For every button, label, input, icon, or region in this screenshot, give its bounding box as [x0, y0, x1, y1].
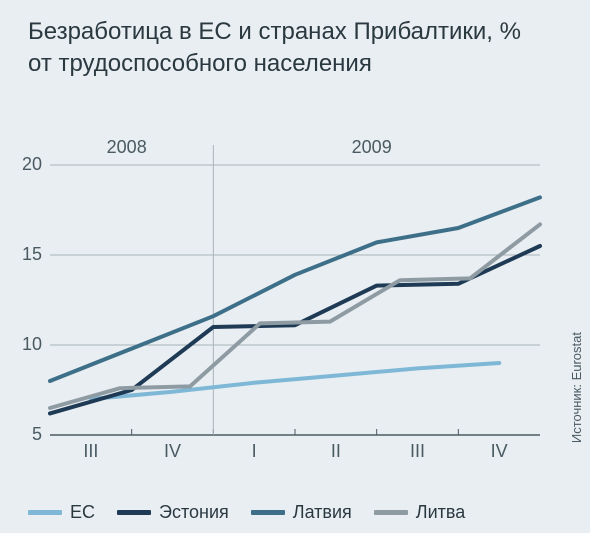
legend-item: Литва: [374, 502, 465, 523]
legend-item: Латвия: [251, 502, 352, 523]
x-tick: I: [224, 441, 284, 462]
y-tick: 15: [12, 244, 42, 265]
legend-label: Латвия: [293, 502, 352, 523]
x-tick: III: [61, 441, 121, 462]
y-tick: 10: [12, 334, 42, 355]
legend-label: Эстония: [159, 502, 229, 523]
y-tick: 20: [12, 154, 42, 175]
legend-label: Литва: [416, 502, 465, 523]
year-label: 2008: [107, 137, 147, 158]
x-tick: II: [306, 441, 366, 462]
legend: ЕС Эстония Латвия Литва: [28, 502, 540, 523]
year-label: 2009: [352, 137, 392, 158]
x-tick: III: [388, 441, 448, 462]
legend-swatch: [251, 510, 285, 515]
x-tick: IV: [143, 441, 203, 462]
legend-swatch: [117, 510, 151, 515]
legend-swatch: [374, 510, 408, 515]
legend-item: Эстония: [117, 502, 229, 523]
y-tick: 5: [12, 424, 42, 445]
legend-swatch: [28, 510, 62, 515]
legend-item: ЕС: [28, 502, 95, 523]
source-text: Источник: Eurostat: [569, 332, 584, 443]
legend-label: ЕС: [70, 502, 95, 523]
x-tick: IV: [469, 441, 529, 462]
